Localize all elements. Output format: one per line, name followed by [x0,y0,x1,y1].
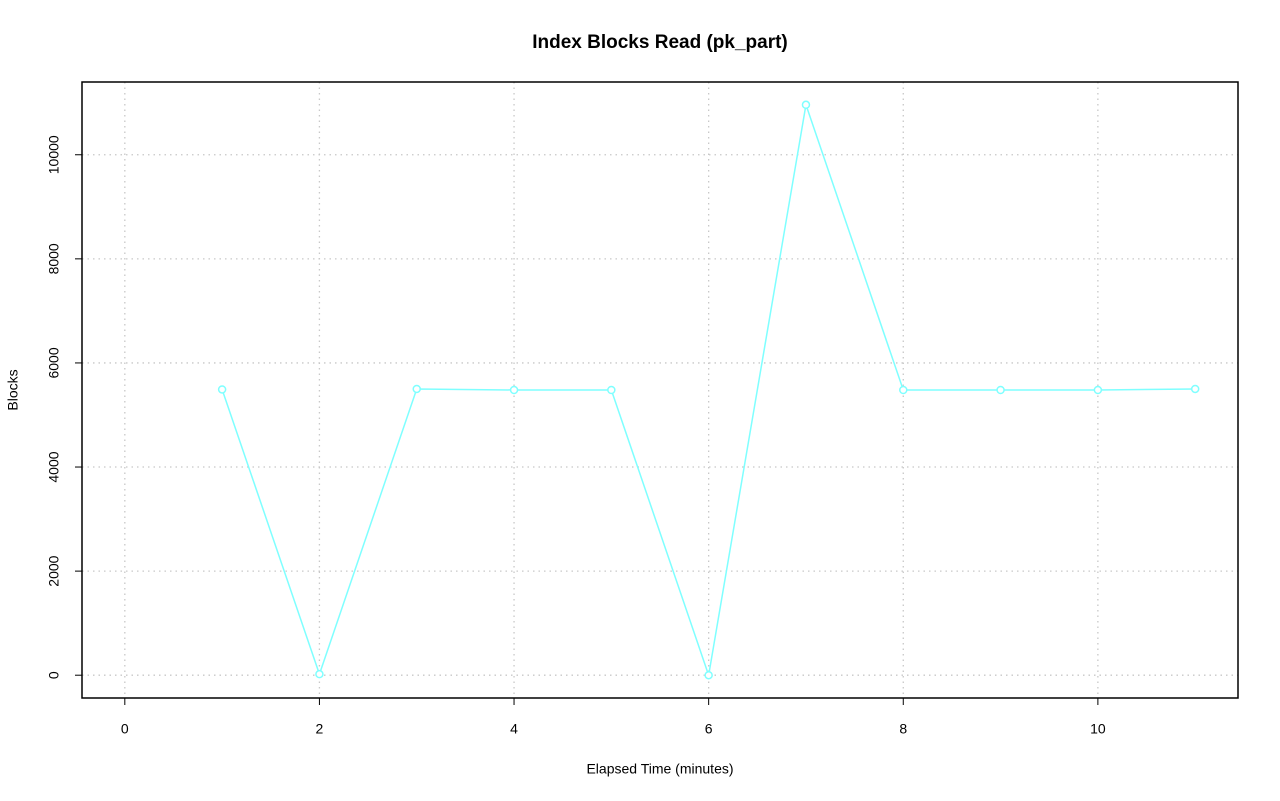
data-point [899,385,908,395]
y-tick-label: 8000 [46,243,62,274]
data-point [509,385,519,395]
data-point [217,385,227,394]
data-point [412,384,421,394]
y-tick-label: 10000 [46,135,62,174]
x-tick-label: 4 [510,721,518,737]
data-point [704,670,713,680]
data-point [996,385,1005,395]
y-tick-label: 2000 [46,555,62,586]
y-tick-label: 4000 [46,451,62,482]
y-tick-label: 6000 [46,347,62,378]
x-axis-label: Elapsed Time (minutes) [586,761,733,777]
chart-title: Index Blocks Read (pk_part) [532,32,788,53]
data-point [1093,385,1103,395]
x-tick-label: 8 [899,721,907,737]
x-tick-label: 10 [1090,721,1106,737]
x-tick-label: 2 [316,721,324,737]
data-point [1190,384,1200,394]
x-tick-label: 0 [121,721,129,737]
y-axis-label: Blocks [5,369,21,410]
data-point [607,385,616,395]
plot-frame [81,81,1239,699]
data-point [801,100,811,110]
x-tick-label: 6 [705,721,713,737]
y-tick-label: 0 [46,671,62,679]
data-point [315,669,324,679]
